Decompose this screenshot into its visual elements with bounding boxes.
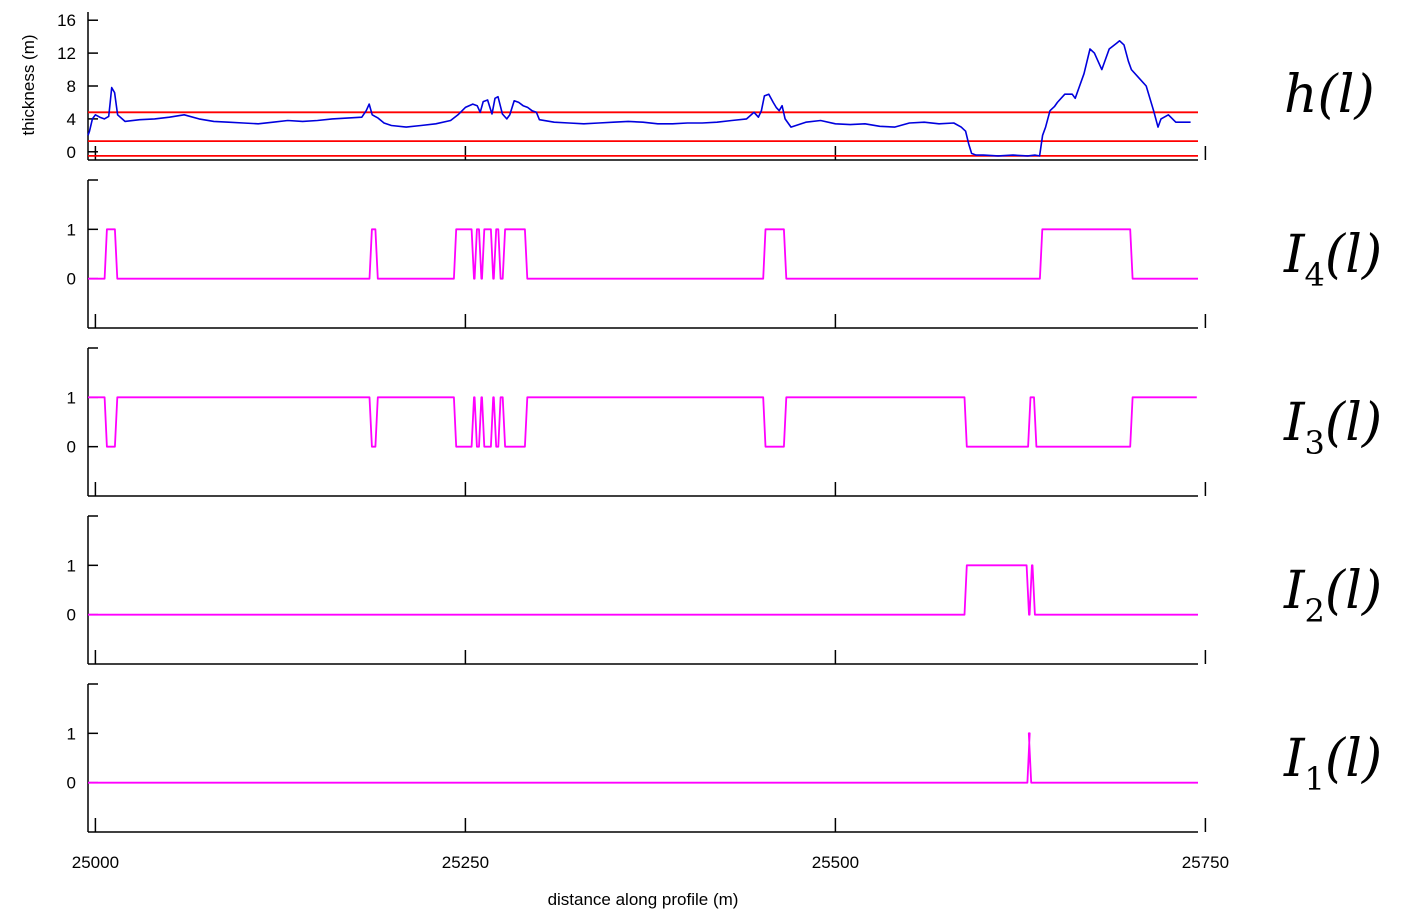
- y-tick-label: 0: [67, 774, 76, 793]
- panel-label-h: h(l): [1284, 65, 1375, 125]
- y-tick-label: 0: [67, 606, 76, 625]
- label-subscript: 1: [1305, 760, 1325, 798]
- indicator-line-I1: [88, 732, 1198, 784]
- indicator-line-I2: [88, 564, 1198, 616]
- x-axis: 25000 25250 25500 25750: [72, 853, 1229, 872]
- y-tick-label: 0: [67, 438, 76, 457]
- x-axis-title: distance along profile (m): [548, 890, 739, 909]
- x-tick-label: 25500: [812, 853, 859, 872]
- label-base: I: [1283, 729, 1306, 789]
- panel-I1: 01 I1(l): [67, 683, 1382, 833]
- indicator-line-I3: [88, 396, 1197, 448]
- y-axis-title: thickness (m): [19, 34, 38, 135]
- label-argument: (l): [1325, 225, 1382, 285]
- label-subscript: 3: [1305, 424, 1325, 462]
- label-argument: (l): [1325, 393, 1382, 453]
- y-tick-label: 16: [57, 11, 76, 30]
- x-tick-label: 25750: [1182, 853, 1229, 872]
- panel-label-I4: I4(l): [1283, 225, 1382, 294]
- y-tick-label: 0: [67, 143, 76, 162]
- panel-I3: 0 1 I3(l): [67, 347, 1382, 497]
- label-argument: (l): [1325, 561, 1382, 621]
- y-tick-label: 1: [67, 388, 76, 407]
- x-tick-label: 25250: [442, 853, 489, 872]
- panel-I4: 0 1 I4(l): [67, 179, 1382, 329]
- y-tick-label: 1: [67, 724, 76, 743]
- label-subscript: 2: [1305, 592, 1325, 630]
- panel-h: 0 4 8 12 16 thickness (m) h(l): [19, 11, 1375, 162]
- label-base: I: [1283, 561, 1306, 621]
- y-tick-label: 1: [67, 556, 76, 575]
- panel-I2: 0 1 I2(l): [67, 515, 1382, 665]
- panel-label-I1: I1(l): [1283, 729, 1382, 798]
- x-tick-label: 25000: [72, 853, 119, 872]
- y-tick-label: 12: [57, 44, 76, 63]
- panel-label-I3: I3(l): [1283, 393, 1382, 462]
- label-argument: (l): [1325, 729, 1382, 789]
- label-base: I: [1283, 393, 1306, 453]
- thickness-line: [87, 39, 1191, 157]
- panel-label-I2: I2(l): [1283, 561, 1382, 630]
- y-tick-label: 4: [67, 110, 76, 129]
- label-subscript: 4: [1305, 256, 1325, 294]
- indicator-line-I4: [88, 228, 1198, 280]
- label-base: I: [1283, 225, 1306, 285]
- y-tick-label: 8: [67, 77, 76, 96]
- y-tick-label: 1: [67, 220, 76, 239]
- y-tick-label: 0: [67, 270, 76, 289]
